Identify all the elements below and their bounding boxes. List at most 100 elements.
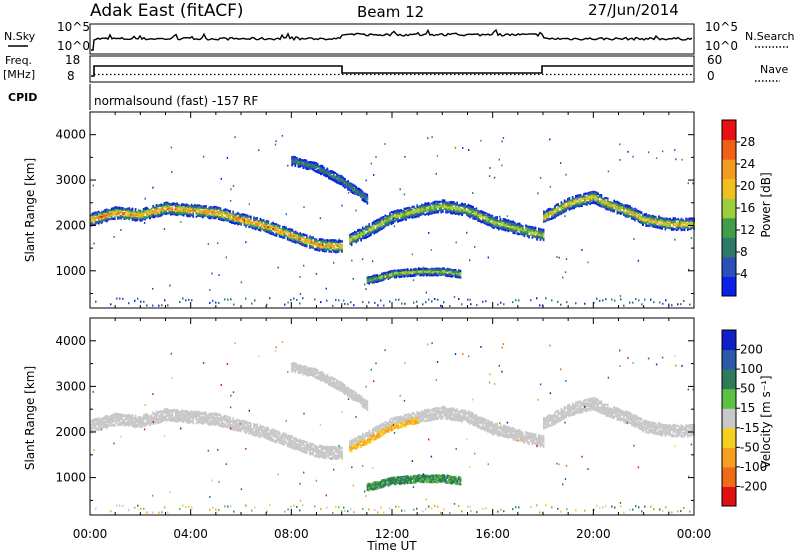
power-cell	[427, 270, 430, 273]
power-cell	[640, 212, 643, 215]
power-cell	[664, 226, 667, 229]
power-cell	[294, 239, 297, 242]
power-cell	[619, 207, 622, 210]
power-cell	[478, 218, 481, 221]
power-cell	[178, 205, 180, 208]
power-cell	[147, 213, 150, 216]
power-cell	[392, 219, 394, 222]
power-cell	[539, 237, 542, 241]
power-cell	[373, 227, 375, 230]
power-cell	[112, 208, 114, 211]
power-cell	[299, 241, 302, 244]
power-cell	[195, 204, 198, 207]
power-cell	[195, 205, 198, 208]
power-cell	[567, 198, 569, 201]
power-cell	[658, 217, 660, 221]
power-cell	[575, 198, 577, 201]
power-cell	[379, 223, 382, 226]
power-cell	[144, 211, 146, 214]
power-cell	[429, 204, 431, 207]
power-cell	[560, 205, 563, 208]
power-cell	[203, 211, 206, 214]
power-cell	[669, 224, 671, 227]
power-cell	[184, 204, 186, 207]
power-cell	[125, 217, 127, 220]
power-cell	[477, 212, 479, 215]
power-cell	[299, 234, 302, 238]
power-cell	[538, 236, 540, 239]
power-cell	[178, 212, 180, 215]
power-cell	[507, 227, 510, 230]
power-cell	[432, 206, 434, 209]
power-cell	[419, 211, 422, 214]
power-cell	[117, 216, 119, 219]
power-cell	[373, 232, 375, 235]
power-cell	[579, 200, 582, 204]
power-cell	[106, 212, 108, 215]
power-cell	[170, 213, 172, 216]
power-cell	[418, 272, 420, 275]
power-cell	[418, 267, 420, 270]
power-cell	[253, 220, 255, 223]
power-cell	[206, 215, 209, 219]
power-cell	[378, 224, 380, 227]
power-cell	[530, 225, 532, 229]
power-cell	[573, 201, 575, 204]
power-cell	[379, 277, 382, 280]
power-cell	[542, 237, 545, 240]
power-cell	[400, 219, 402, 222]
power-cell	[664, 223, 667, 226]
power-cell	[445, 207, 447, 210]
power-cell	[323, 247, 326, 250]
power-cell	[224, 208, 226, 211]
power-cell	[595, 196, 598, 199]
power-cell	[591, 191, 593, 194]
power-cell	[298, 232, 300, 235]
power-cell	[464, 203, 466, 206]
power-cell	[202, 213, 204, 216]
power-cell	[568, 200, 571, 204]
power-cell	[339, 244, 342, 247]
power-cell	[443, 207, 446, 210]
power-cell	[422, 269, 425, 272]
power-cell	[134, 210, 137, 213]
power-cell	[682, 225, 684, 228]
power-cell	[635, 208, 638, 211]
power-cell	[583, 202, 585, 206]
power-cell	[690, 227, 692, 230]
power-cell	[520, 229, 522, 233]
power-cell	[366, 278, 369, 281]
power-cell	[469, 214, 471, 217]
power-cell	[235, 217, 238, 220]
power-cell	[331, 246, 334, 249]
power-cell	[591, 201, 593, 204]
power-cell	[197, 207, 199, 211]
power-cell	[214, 205, 217, 209]
power-cell	[272, 233, 274, 236]
power-cell	[360, 229, 362, 232]
power-cell	[458, 213, 460, 216]
power-cell	[160, 206, 162, 209]
power-cell	[306, 242, 308, 245]
power-cell	[146, 212, 148, 215]
power-cell	[499, 227, 502, 230]
power-cell	[230, 220, 233, 223]
power-cell	[531, 235, 534, 238]
power-cell	[674, 220, 676, 223]
power-cell	[192, 215, 194, 218]
power-cell	[448, 208, 450, 211]
power-cell	[333, 247, 335, 250]
power-cell	[546, 216, 548, 219]
power-cell	[213, 205, 215, 209]
power-cell	[483, 213, 486, 216]
power-cell	[224, 218, 226, 222]
power-cell	[130, 213, 132, 216]
power-cell	[136, 212, 138, 216]
power-cell	[424, 267, 426, 270]
power-cell	[366, 227, 369, 230]
power-cell	[96, 221, 98, 224]
power-cell	[466, 205, 468, 208]
power-cell	[599, 194, 601, 197]
power-cell	[288, 237, 290, 240]
power-cell	[434, 201, 436, 204]
